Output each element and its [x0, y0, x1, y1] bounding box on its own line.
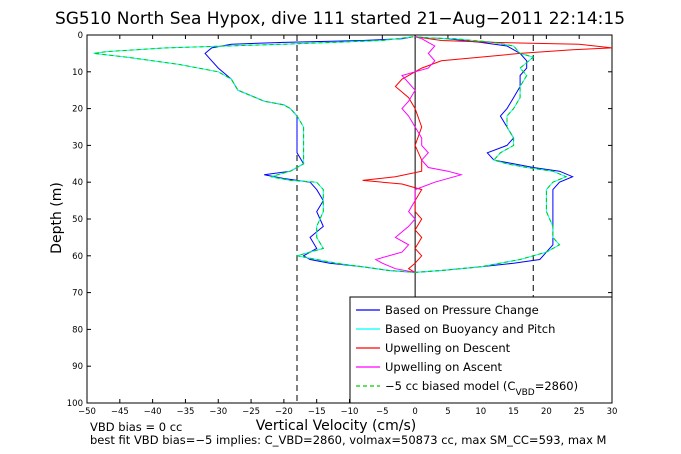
legend-label: Upwelling on Ascent: [385, 360, 503, 374]
y-tick-label: 0: [78, 31, 83, 41]
y-tick-label: 60: [72, 252, 83, 262]
legend-label: Based on Buoyancy and Pitch: [385, 322, 555, 336]
y-tick-label: 70: [72, 289, 83, 299]
vbd-bias-note: VBD bias = 0 cc: [90, 420, 182, 434]
y-tick-label: 50: [72, 215, 83, 225]
x-tick-label: −35: [176, 407, 194, 417]
x-tick-label: −15: [308, 407, 326, 417]
x-tick-label: 20: [541, 407, 552, 417]
x-tick-label: 0: [412, 407, 417, 417]
y-tick-label: 80: [72, 325, 83, 335]
x-tick-label: −40: [144, 407, 162, 417]
y-tick-label: 100: [67, 399, 83, 409]
legend-label: Upwelling on Descent: [385, 341, 511, 355]
y-tick-label: 90: [72, 362, 83, 372]
best-fit-note: best fit VBD bias=−5 implies: C_VBD=2860…: [90, 433, 606, 447]
chart-title: SG510 North Sea Hypox, dive 111 started …: [55, 9, 625, 29]
legend-label: Based on Pressure Change: [385, 303, 539, 317]
y-tick-label: 40: [72, 178, 83, 188]
y-tick-label: 20: [72, 105, 83, 115]
legend-box: [349, 296, 613, 404]
series-line-5: [93, 36, 568, 273]
legend: Based on Pressure Change Based on Buoyanc…: [349, 296, 613, 404]
x-tick-label: −10: [341, 407, 359, 417]
legend-label: −5 cc biased model (CVBD=2860): [385, 379, 578, 398]
y-tick-label: 30: [72, 141, 83, 151]
x-tick-label: 15: [508, 407, 519, 417]
series-line-3: [362, 36, 613, 273]
x-tick-label: 5: [445, 407, 450, 417]
y-axis-label: Depth (m): [49, 182, 65, 254]
x-tick-label: −5: [376, 407, 389, 417]
x-tick-label: 30: [607, 407, 618, 417]
x-tick-label: −20: [275, 407, 293, 417]
y-tick-label: 10: [72, 68, 83, 78]
x-tick-label: −45: [111, 407, 129, 417]
x-tick-label: −50: [78, 407, 96, 417]
x-tick-label: −25: [242, 407, 260, 417]
x-tick-label: 25: [574, 407, 585, 417]
x-axis-label: Vertical Velocity (cm/s): [256, 418, 417, 434]
x-tick-label: 10: [475, 407, 486, 417]
x-tick-label: −30: [209, 407, 227, 417]
series-line-4: [374, 36, 463, 273]
